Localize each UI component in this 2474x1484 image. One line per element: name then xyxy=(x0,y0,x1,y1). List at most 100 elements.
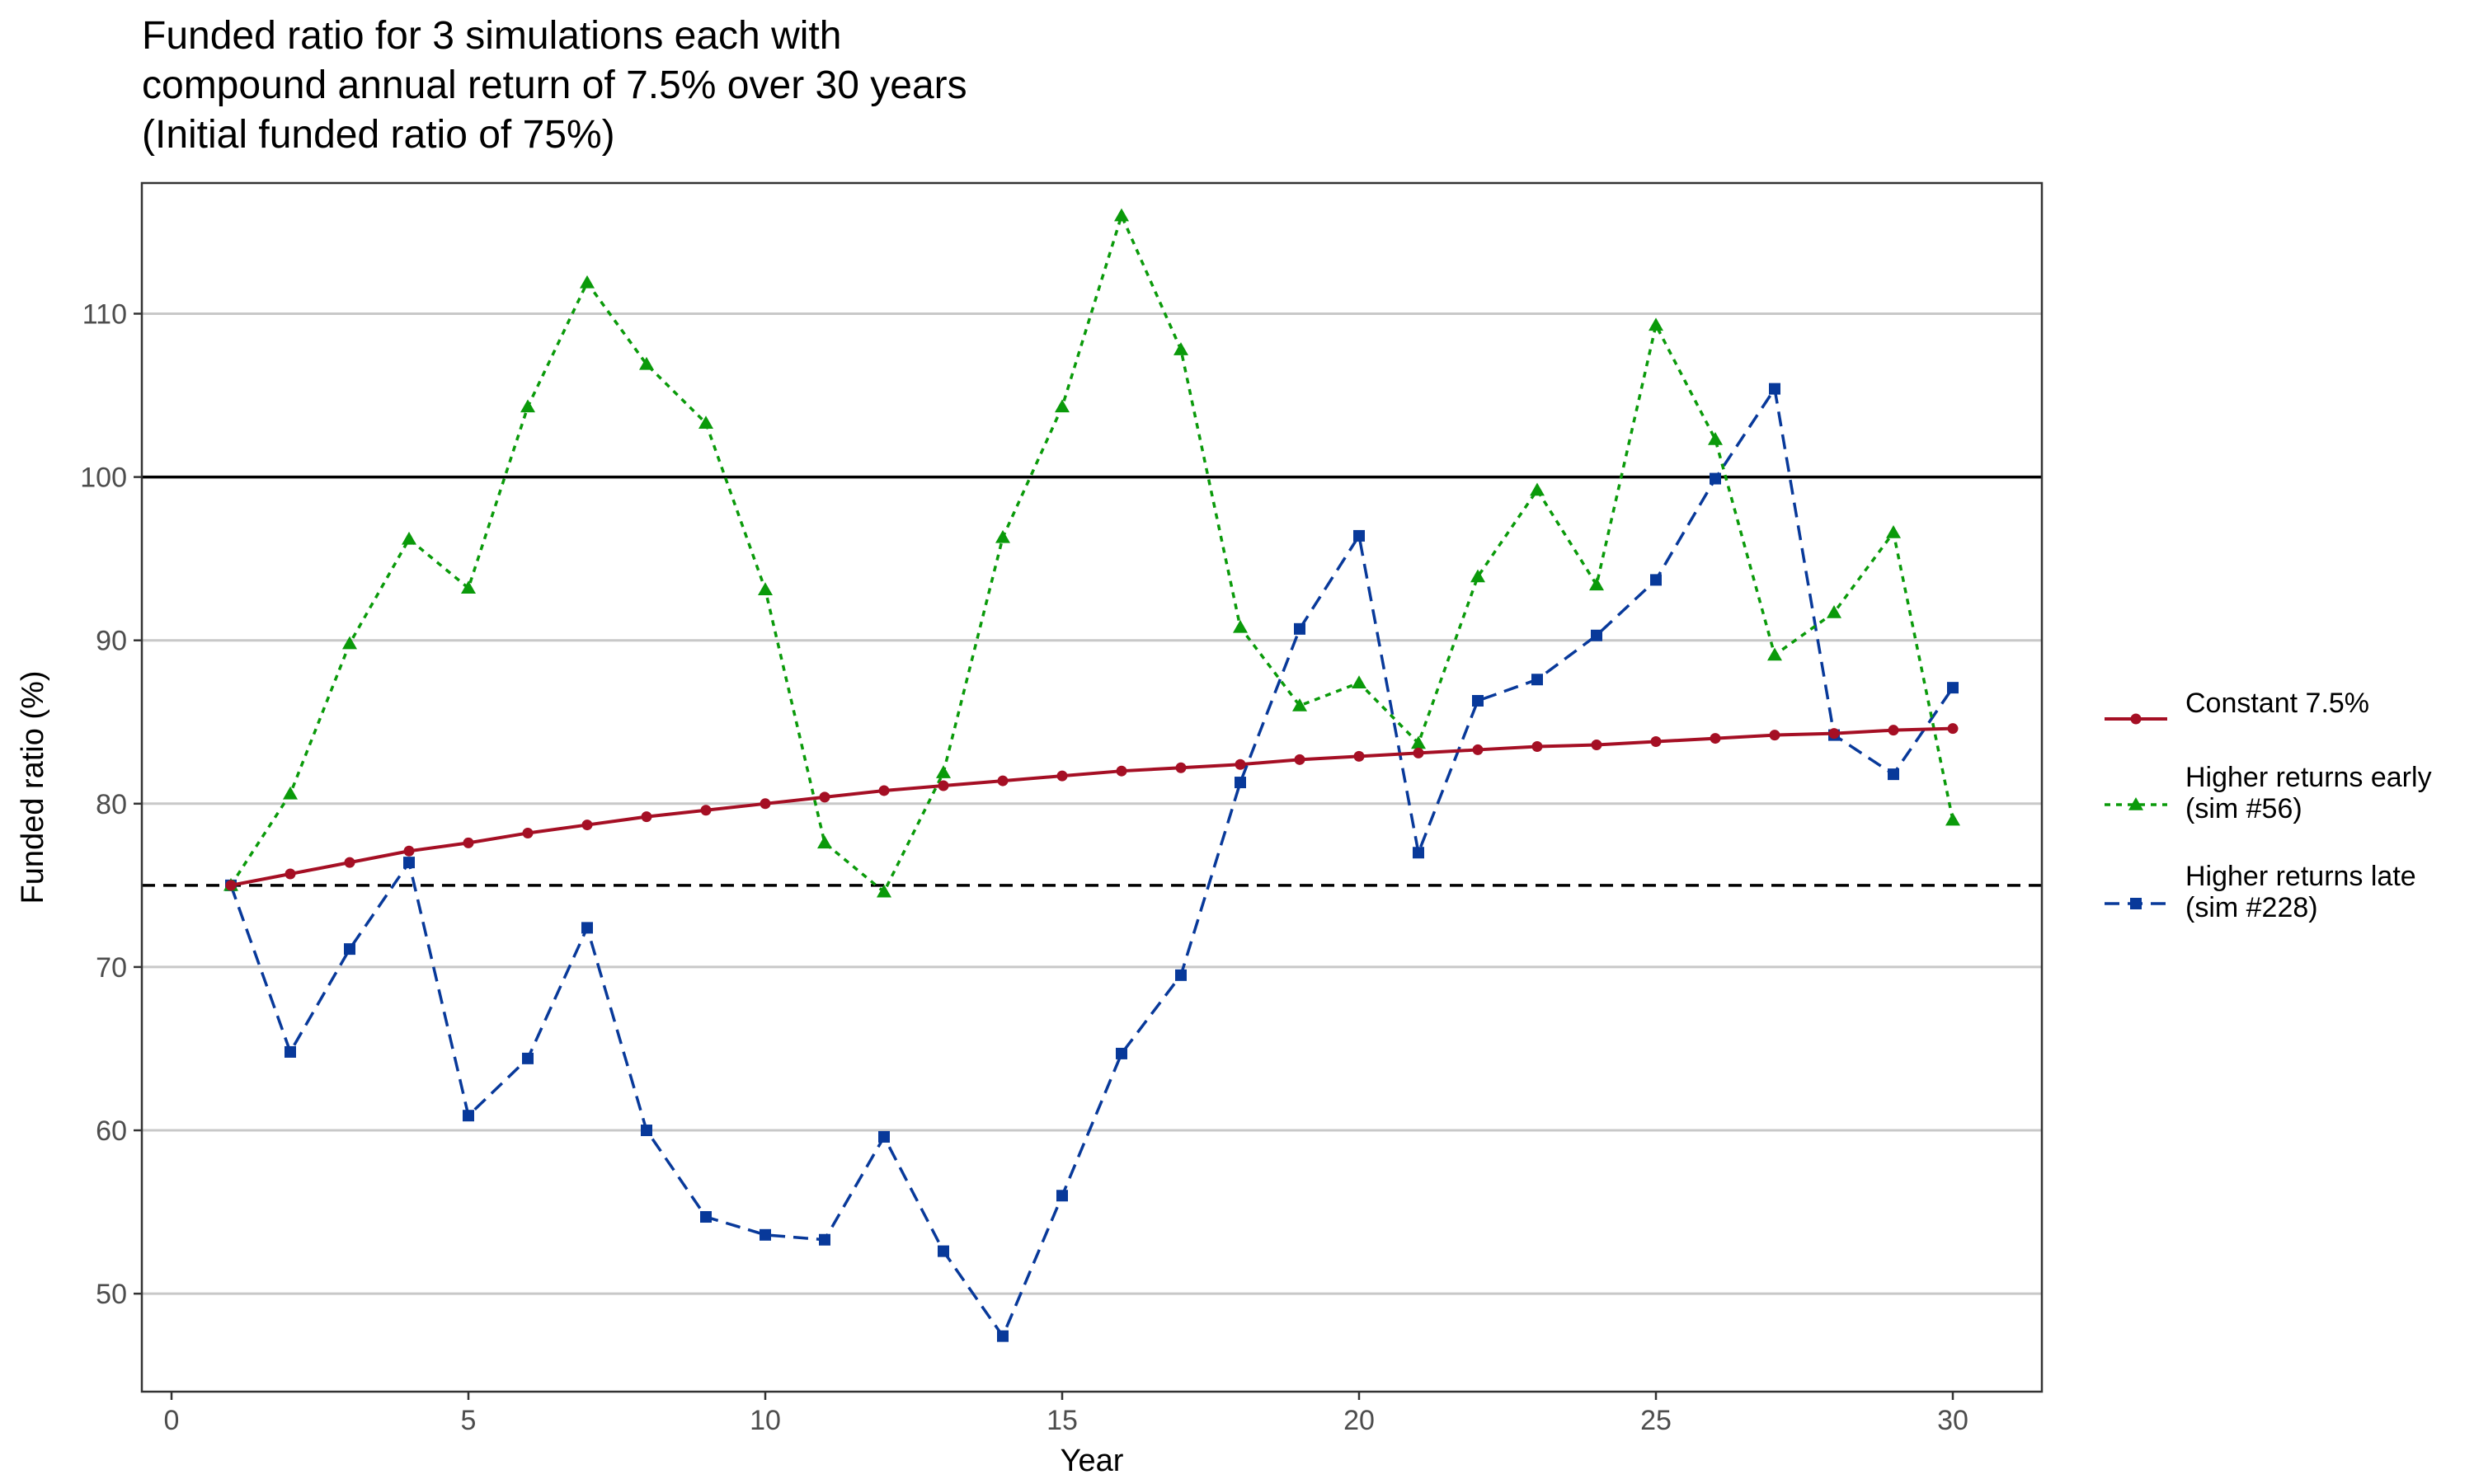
data-point xyxy=(1591,629,1602,641)
data-point xyxy=(758,582,773,596)
series-line xyxy=(229,214,1954,894)
legend-label: Constant 7.5% xyxy=(2185,688,2369,719)
data-point xyxy=(1233,619,1248,633)
data-point xyxy=(700,805,712,816)
data-point xyxy=(1649,317,1663,331)
data-point xyxy=(522,1052,534,1064)
data-point xyxy=(1294,622,1305,635)
data-point xyxy=(1589,577,1604,591)
data-point xyxy=(581,819,593,831)
data-point xyxy=(522,827,534,838)
data-point xyxy=(938,1245,949,1257)
series-line xyxy=(230,726,1954,887)
data-point xyxy=(463,1110,474,1122)
data-point xyxy=(1591,739,1602,750)
data-point xyxy=(1828,728,1840,740)
data-point xyxy=(1116,1047,1127,1059)
data-point xyxy=(1352,675,1366,688)
x-tick-label: 20 xyxy=(1343,1405,1375,1436)
data-point xyxy=(1292,697,1307,711)
data-point xyxy=(1114,208,1129,222)
data-point xyxy=(1116,765,1127,777)
axes: 0 5 10 15 20 25 30 50 60 70 80 90 100 110 xyxy=(80,298,1968,1436)
data-point xyxy=(997,1330,1009,1342)
series-3 xyxy=(225,383,1959,1342)
data-point xyxy=(1769,730,1780,741)
data-point xyxy=(1650,736,1662,748)
legend-item: Higher returns late (sim #228) xyxy=(2105,861,2416,923)
x-tick-label: 5 xyxy=(461,1405,477,1436)
data-point xyxy=(581,922,593,934)
data-point xyxy=(1710,733,1721,744)
data-point xyxy=(1472,695,1484,707)
data-point xyxy=(1174,342,1188,355)
data-point xyxy=(819,791,830,803)
data-point xyxy=(1945,812,1960,826)
data-point xyxy=(1413,747,1424,758)
data-point xyxy=(283,786,298,800)
data-point xyxy=(1530,482,1545,496)
y-tick-label: 70 xyxy=(96,952,127,984)
x-tick-label: 0 xyxy=(164,1405,180,1436)
y-tick-label: 110 xyxy=(82,298,127,330)
data-point xyxy=(639,356,654,370)
data-point xyxy=(1353,529,1365,542)
data-point xyxy=(285,1045,296,1058)
data-point xyxy=(1056,770,1068,782)
data-point xyxy=(641,811,652,823)
data-point xyxy=(344,943,355,956)
data-point xyxy=(878,785,890,796)
data-point xyxy=(1472,744,1484,755)
data-point xyxy=(1888,725,1899,736)
data-point xyxy=(1710,472,1721,485)
data-point xyxy=(1531,674,1543,686)
data-point xyxy=(878,1130,890,1143)
chart-title-line-3: (Initial funded ratio of 75%) xyxy=(142,113,615,157)
x-tick-label: 25 xyxy=(1640,1405,1672,1436)
data-point xyxy=(938,780,949,791)
legend-label: Higher returns early (sim #56) xyxy=(2185,762,2432,824)
chart-title-line-2: compound annual return of 7.5% over 30 y… xyxy=(142,63,967,107)
y-axis-title: Funded ratio (%) xyxy=(16,670,50,904)
data-point xyxy=(1650,574,1662,586)
data-point xyxy=(1353,750,1365,762)
data-point xyxy=(580,275,595,289)
legend-item: Constant 7.5% xyxy=(2105,688,2369,725)
data-point xyxy=(1886,524,1901,538)
chart-title: Funded ratio for 3 simulations each with… xyxy=(142,12,967,160)
series-line xyxy=(229,387,1954,1338)
data-point xyxy=(342,636,357,650)
y-tick-label: 50 xyxy=(96,1279,127,1310)
x-axis-title: Year xyxy=(1061,1444,1124,1478)
data-point xyxy=(1531,740,1543,752)
data-point xyxy=(1411,735,1426,749)
data-point xyxy=(817,835,832,849)
x-tick-label: 10 xyxy=(750,1405,781,1436)
data-point xyxy=(461,580,476,594)
data-point xyxy=(285,868,296,880)
data-point xyxy=(225,880,237,891)
data-point xyxy=(1827,605,1841,618)
data-point xyxy=(1413,847,1424,859)
series-2 xyxy=(223,208,1960,898)
data-point xyxy=(1175,969,1187,981)
data-point xyxy=(760,1228,771,1241)
data-point xyxy=(760,798,771,810)
grid-lines xyxy=(142,312,2042,1295)
data-point xyxy=(1470,569,1485,583)
legend-key-marker xyxy=(2130,898,2142,909)
data-point xyxy=(1175,762,1187,773)
y-tick-label: 100 xyxy=(80,463,127,494)
legend-key-marker xyxy=(2130,713,2142,725)
data-point xyxy=(463,837,474,848)
plot-panel-border xyxy=(140,181,2044,1393)
x-tick-label: 15 xyxy=(1047,1405,1078,1436)
data-point xyxy=(698,416,713,429)
data-point xyxy=(1056,1190,1068,1202)
data-point xyxy=(520,399,535,413)
data-point xyxy=(402,531,416,545)
legend-key-marker xyxy=(2128,797,2143,810)
x-tick-label: 30 xyxy=(1937,1405,1968,1436)
